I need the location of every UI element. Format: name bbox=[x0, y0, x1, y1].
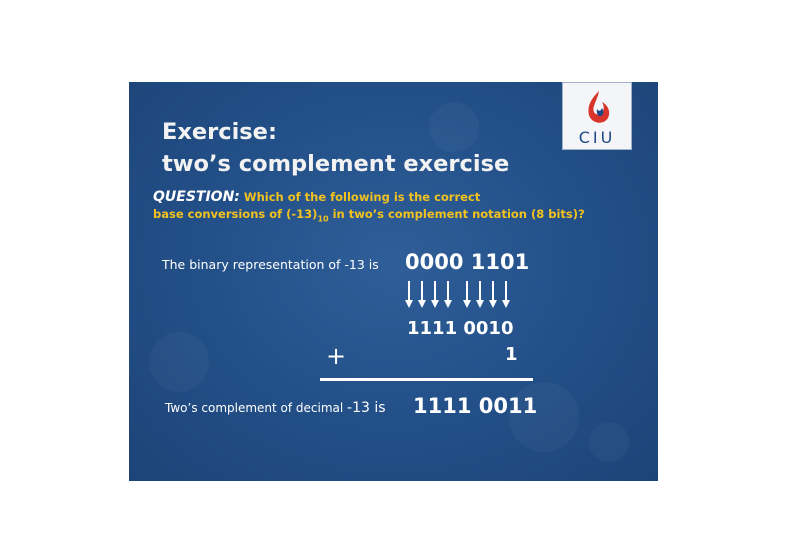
binary-rep-label: The binary representation of -13 is bbox=[162, 257, 379, 272]
decor-circle bbox=[589, 422, 629, 462]
logo-text: CIU bbox=[578, 128, 616, 147]
inverted-value: 1111 0010 bbox=[407, 318, 514, 339]
question-text-2-pre: base conversions of (-13) bbox=[153, 207, 318, 221]
title-line-2: two’s complement exercise bbox=[162, 151, 510, 177]
result-label: Two’s complement of decimal -13 is bbox=[165, 400, 386, 416]
decor-circle bbox=[149, 332, 209, 392]
plus-sign: + bbox=[326, 342, 347, 370]
invert-arrows bbox=[405, 281, 510, 308]
title-line-1: Exercise: bbox=[162, 119, 277, 145]
ciu-logo: CIU bbox=[562, 82, 632, 150]
question-text-1: Which of the following is the correct bbox=[243, 190, 481, 204]
question-block: QUESTION: Which of the following is the … bbox=[153, 189, 585, 227]
flame-icon bbox=[588, 91, 610, 123]
question-subscript: 10 bbox=[317, 214, 329, 224]
question-label: QUESTION: bbox=[153, 189, 240, 205]
slide-title: Exercise: two’s complement exercise bbox=[162, 116, 509, 180]
add-one-value: 1 bbox=[505, 344, 518, 365]
result-label-text: Two’s complement of decimal bbox=[165, 401, 348, 415]
question-line-1: QUESTION: Which of the following is the … bbox=[153, 189, 585, 206]
result-label-number: -13 is bbox=[347, 400, 386, 416]
sum-divider bbox=[320, 378, 533, 381]
binary-value: 0000 1101 bbox=[405, 250, 530, 274]
slide: CIU Exercise: two’s complement exercise … bbox=[129, 82, 658, 481]
question-text-2-post: in two’s complement notation (8 bits)? bbox=[328, 207, 585, 221]
result-value: 1111 0011 bbox=[413, 394, 538, 418]
question-line-2: base conversions of (-13)10 in two’s com… bbox=[153, 206, 585, 227]
